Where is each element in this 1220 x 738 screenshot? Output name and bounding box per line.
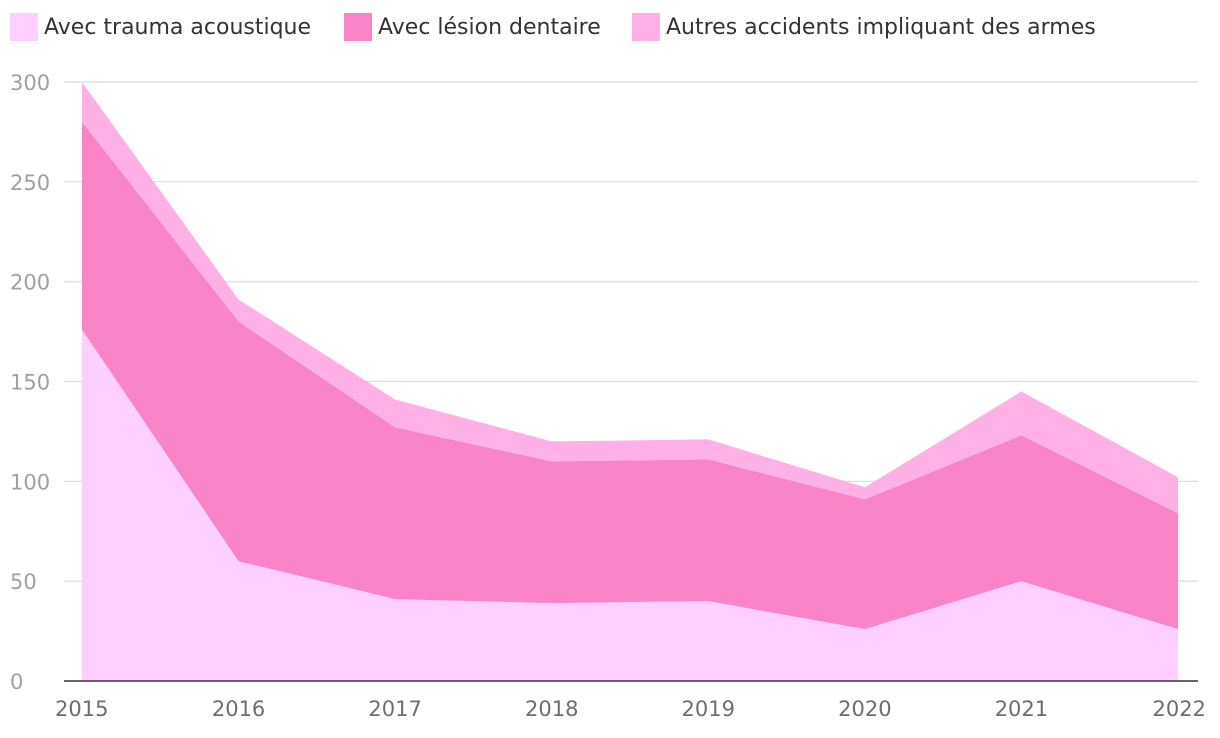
y-tick-label: 100 <box>10 470 50 494</box>
legend-label: Autres accidents impliquant des armes <box>666 15 1096 40</box>
x-tick-label: 2020 <box>838 697 891 721</box>
y-tick-label: 300 <box>10 71 50 95</box>
area-series-2 <box>82 121 1178 630</box>
x-axis-ticks: 2015 2016 2017 2018 2019 2020 2021 2022 <box>55 697 1206 721</box>
y-tick-label: 250 <box>10 171 50 195</box>
x-tick-label: 2018 <box>525 697 578 721</box>
x-tick-label: 2019 <box>682 697 735 721</box>
legend: Avec trauma acoustique Avec lésion dentai… <box>10 13 1096 41</box>
x-tick-label: 2022 <box>1153 697 1206 721</box>
y-tick-label: 200 <box>10 271 50 295</box>
area-series-1 <box>82 329 1178 681</box>
y-axis-ticks: 0 50 100 150 200 250 300 <box>10 71 50 694</box>
legend-swatch <box>632 13 660 41</box>
legend-swatch <box>10 13 38 41</box>
y-tick-label: 0 <box>10 670 23 694</box>
x-tick-label: 2017 <box>368 697 421 721</box>
areas <box>82 82 1178 681</box>
x-tick-label: 2016 <box>212 697 265 721</box>
legend-label: Avec trauma acoustique <box>44 15 311 40</box>
x-tick-label: 2015 <box>55 697 108 721</box>
x-tick-label: 2021 <box>995 697 1048 721</box>
y-tick-label: 150 <box>10 371 50 395</box>
legend-label: Avec lésion dentaire <box>378 15 601 40</box>
y-tick-label: 50 <box>10 570 37 594</box>
legend-swatch <box>344 13 372 41</box>
